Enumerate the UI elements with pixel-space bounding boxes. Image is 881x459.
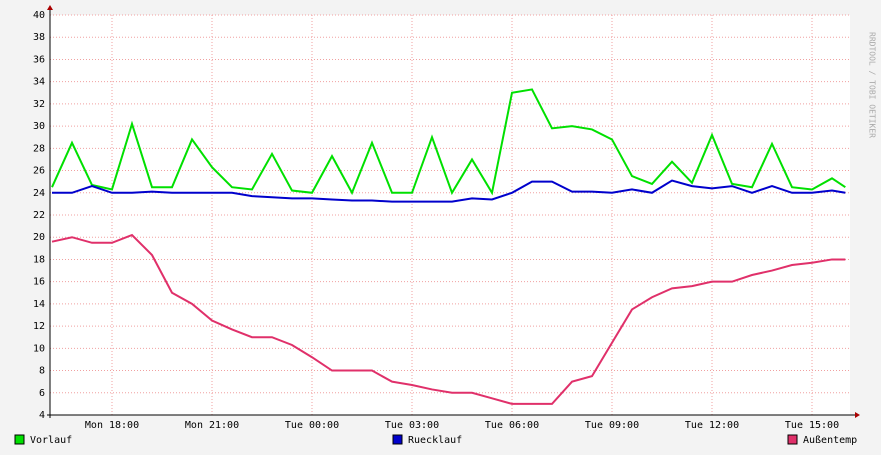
y-tick-label: 6	[39, 388, 45, 399]
x-tick-label: Mon 21:00	[185, 420, 239, 431]
legend-swatch	[14, 434, 25, 445]
axis-arrow	[47, 5, 53, 10]
y-tick-label: 28	[33, 143, 45, 154]
y-tick-label: 36	[33, 54, 45, 65]
y-tick-label: 12	[33, 321, 45, 332]
y-tick-label: 20	[33, 232, 45, 243]
axis-arrow	[855, 412, 860, 418]
x-tick-label: Tue 03:00	[385, 420, 439, 431]
legend-swatch	[392, 434, 403, 445]
y-tick-label: 26	[33, 166, 45, 177]
y-tick-label: 22	[33, 210, 45, 221]
y-tick-label: 30	[33, 121, 45, 132]
x-tick-label: Tue 06:00	[485, 420, 539, 431]
x-tick-label: Tue 00:00	[285, 420, 339, 431]
legend-label: Ruecklauf	[408, 435, 462, 446]
y-tick-label: 40	[33, 10, 45, 21]
series-line	[51, 88, 846, 196]
y-tick-label: 34	[33, 77, 45, 88]
legend-label: Vorlauf	[30, 435, 72, 446]
x-tick-label: Tue 15:00	[785, 420, 839, 431]
y-tick-label: 10	[33, 343, 45, 354]
x-tick-label: Mon 18:00	[85, 420, 139, 431]
y-tick-label: 4	[39, 410, 45, 421]
series-line	[52, 179, 846, 203]
y-tick-label: 16	[33, 277, 45, 288]
series-line	[51, 233, 846, 405]
y-tick-label: 8	[39, 366, 45, 377]
y-tick-label: 18	[33, 254, 45, 265]
y-tick-label: 14	[33, 299, 45, 310]
y-tick-label: 38	[33, 32, 45, 43]
legend-swatch	[787, 434, 798, 445]
y-tick-label: 32	[33, 99, 45, 110]
y-tick-label: 24	[33, 188, 45, 199]
x-tick-label: Tue 09:00	[585, 420, 639, 431]
x-tick-label: Tue 12:00	[685, 420, 739, 431]
legend-label: Außentemp	[803, 435, 857, 446]
watermark: RRDTOOL / TOBI OETIKER	[868, 32, 877, 138]
